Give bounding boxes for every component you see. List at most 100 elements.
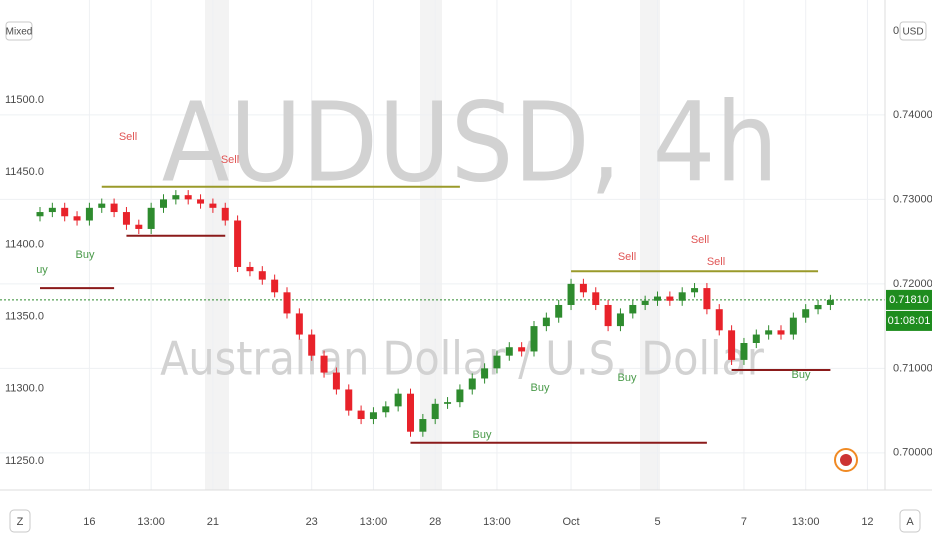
signal-label: Buy — [473, 429, 492, 441]
candle-body — [715, 309, 723, 331]
candle-body — [258, 271, 266, 280]
candle-body — [654, 296, 661, 301]
y-tick-label: 11350.0 — [5, 310, 44, 322]
y2-tick-label: 0.72000 — [893, 278, 932, 290]
candle-body — [678, 292, 686, 301]
signal-label: uy — [36, 264, 48, 276]
countdown-tag — [886, 310, 932, 331]
y-tick-label: 11400.0 — [5, 238, 44, 250]
x-tick-label: 28 — [429, 516, 441, 528]
scale-mode-label[interactable]: Mixed — [6, 27, 33, 38]
candle-body — [73, 216, 81, 221]
candle-body — [789, 317, 797, 335]
candle-body — [295, 313, 303, 335]
candle-body — [184, 195, 192, 200]
signal-label: Buy — [76, 249, 95, 261]
candle-body — [369, 412, 377, 420]
signal-label: Buy — [792, 369, 811, 381]
zoom-label[interactable]: Z — [17, 516, 24, 528]
candle-body — [308, 334, 316, 356]
candle-body — [493, 355, 501, 369]
x-tick-label: 23 — [306, 516, 318, 528]
currency-label[interactable]: USD — [902, 27, 923, 38]
signal-label: Sell — [618, 251, 636, 263]
candle-body — [382, 406, 390, 413]
last-price-label: 0.71810 — [889, 294, 929, 306]
signal-label: Sell — [691, 234, 709, 246]
scale-mode-button[interactable] — [5, 21, 33, 41]
candle-body — [98, 203, 106, 208]
candle-body — [172, 195, 180, 200]
candle-body — [85, 207, 93, 221]
signal-label: Buy — [531, 382, 550, 394]
auto-label[interactable]: A — [906, 516, 914, 528]
y-tick-label: 11300.0 — [5, 383, 44, 395]
candle-body — [345, 389, 353, 411]
candle-body — [36, 212, 44, 217]
candle-body — [246, 266, 254, 272]
zoom-button[interactable] — [9, 509, 31, 533]
candle-body — [579, 283, 587, 293]
x-tick-label: 12 — [861, 516, 873, 528]
session-band — [640, 0, 660, 490]
candle-body — [320, 355, 328, 373]
x-tick-label: 13:00 — [792, 516, 820, 528]
candle-body — [691, 288, 699, 293]
candle-body — [814, 304, 822, 310]
x-tick-label: 16 — [83, 516, 95, 528]
candle-body — [357, 410, 365, 420]
session-band — [205, 0, 229, 490]
candle-body — [160, 199, 167, 208]
candle-body — [110, 203, 118, 213]
x-tick-label: 13:00 — [483, 516, 511, 528]
x-tick-label: 7 — [741, 516, 747, 528]
signal-label: Sell — [707, 256, 725, 268]
candle-body — [197, 199, 205, 204]
x-tick-label: 5 — [654, 516, 660, 528]
y2-tick-label: 0.74000 — [893, 109, 932, 121]
y-tick-label: 11500.0 — [5, 94, 44, 106]
candle-body — [530, 326, 538, 352]
session-band — [420, 0, 442, 490]
candle-body — [542, 317, 550, 327]
watermark-title: AUDUSD, 4h — [162, 78, 778, 206]
candle-body — [567, 283, 575, 305]
watermark-subtitle: Australian Dollar / U.S. Dollar — [160, 332, 765, 386]
candle-body — [481, 368, 489, 379]
candle-body — [728, 330, 736, 360]
candle-body — [419, 419, 427, 432]
y2-tick-label: 0.70000 — [893, 447, 932, 459]
y2-tick-label: 0.71000 — [893, 362, 932, 374]
candle-body — [752, 334, 760, 343]
candle-body — [592, 292, 600, 305]
candle-body — [221, 207, 229, 221]
candle-body — [616, 313, 624, 327]
candle-body — [122, 212, 130, 225]
y2-tick-label: 0.73000 — [893, 193, 932, 205]
candle-body — [826, 299, 834, 305]
last-price-tag — [886, 289, 932, 310]
candle-body — [666, 296, 674, 301]
candle-body — [468, 378, 476, 390]
candle-body — [777, 330, 785, 335]
candle-body — [740, 343, 748, 360]
x-tick-label: 21 — [207, 516, 219, 528]
candle-body — [456, 389, 464, 403]
x-tick-label: 13:00 — [137, 516, 165, 528]
x-tick-label: 13:00 — [360, 516, 388, 528]
countdown-label: 01:08:01 — [888, 315, 931, 327]
candle-body — [394, 393, 402, 407]
currency-button[interactable] — [899, 21, 927, 41]
candle-body — [444, 402, 452, 404]
candle-body — [518, 347, 526, 352]
candle-body — [555, 304, 563, 318]
candle-body — [629, 304, 637, 314]
signal-label: Sell — [119, 131, 137, 143]
flag-icon-inner — [840, 454, 852, 466]
auto-button[interactable] — [899, 509, 921, 533]
candle-body — [505, 347, 513, 356]
candle-body — [209, 203, 217, 208]
candle-body — [61, 207, 69, 217]
